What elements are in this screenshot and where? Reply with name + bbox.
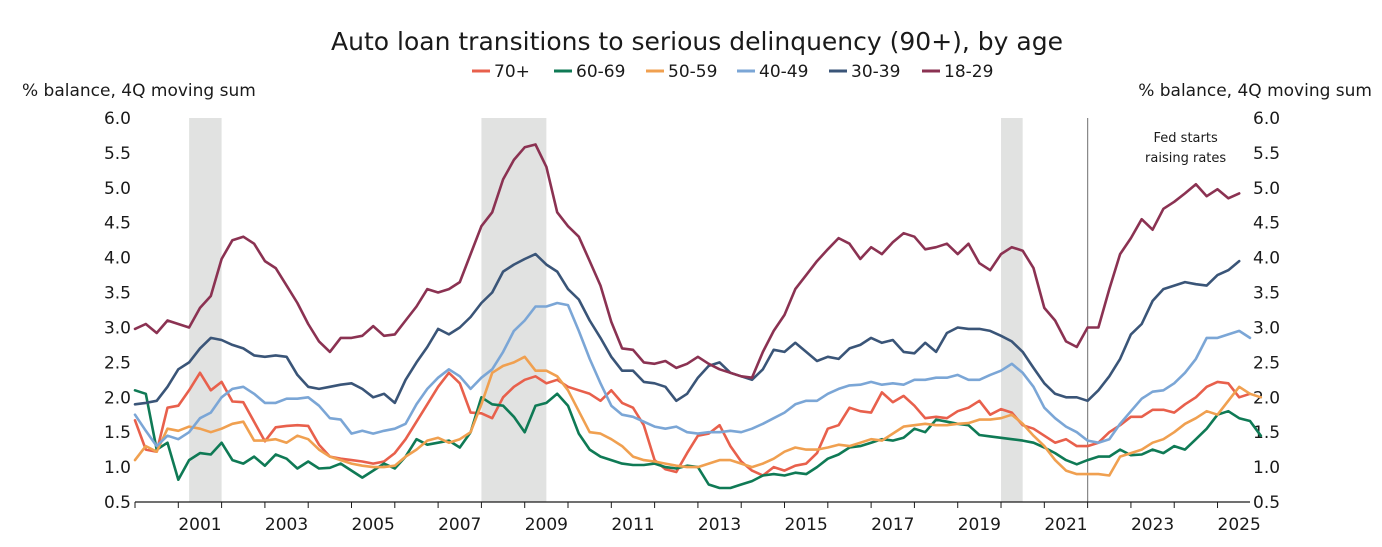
y-tick-right-5.5: 5.5 [1253, 144, 1280, 164]
x-tick-label-2021: 2021 [1044, 515, 1087, 535]
legend-label-30-39: 30-39 [851, 62, 900, 82]
x-tick-label-2023: 2023 [1131, 515, 1174, 535]
y-tick-left-4.0: 4.0 [104, 249, 131, 269]
y-tick-left-6.0: 6.0 [104, 109, 131, 129]
x-tick-label-2005: 2005 [352, 515, 395, 535]
fed-annotation: Fed starts raising rates [1145, 131, 1226, 166]
legend-label-40-49: 40-49 [759, 62, 808, 82]
y-tick-right-0.5: 0.5 [1253, 493, 1280, 513]
y-tick-left-3.0: 3.0 [104, 318, 131, 338]
chart-title: Auto loan transitions to serious delinqu… [331, 27, 1063, 56]
legend-label-70+: 70+ [494, 62, 530, 82]
y-tick-left-4.5: 4.5 [104, 214, 131, 234]
y-axis-label-left: % balance, 4Q moving sum [22, 81, 256, 101]
series-line-30-39 [133, 252, 1241, 406]
y-tick-left-2.0: 2.0 [104, 388, 131, 408]
x-tick-label-2025: 2025 [1218, 515, 1261, 535]
y-ticks-left: 0.5 1.0 1.5 2.0 2.5 3.0 3.5 4.0 4.5 5.0 5.5 6.0 [104, 109, 131, 513]
y-tick-right-1.5: 1.5 [1253, 423, 1280, 443]
x-tick-label-2013: 2013 [698, 515, 741, 535]
y-tick-right-2.0: 2.0 [1253, 388, 1280, 408]
y-tick-left-1.5: 1.5 [104, 423, 131, 443]
y-tick-right-6.0: 6.0 [1253, 109, 1280, 129]
x-tick-label-2019: 2019 [958, 515, 1001, 535]
y-tick-right-4.5: 4.5 [1253, 214, 1280, 234]
y-tick-right-4.0: 4.0 [1253, 249, 1280, 269]
recession-band-0 [189, 118, 222, 502]
series-line-18-29 [133, 143, 1241, 380]
y-tick-right-3.5: 3.5 [1253, 284, 1280, 304]
y-tick-right-2.5: 2.5 [1253, 353, 1280, 373]
series-line-40-49 [133, 301, 1252, 448]
y-tick-left-2.5: 2.5 [104, 353, 131, 373]
y-tick-left-5.5: 5.5 [104, 144, 131, 164]
y-tick-right-3.0: 3.0 [1253, 318, 1280, 338]
recession-band-2 [1001, 118, 1023, 502]
y-ticks-right: 0.5 1.0 1.5 2.0 2.5 3.0 3.5 4.0 4.5 5.0 5.5 6.0 [1253, 109, 1280, 513]
y-tick-right-5.0: 5.0 [1253, 179, 1280, 199]
recession-shading-group [189, 118, 1023, 502]
x-tick-label-2003: 2003 [265, 515, 308, 535]
y-axis-label-right: % balance, 4Q moving sum [1138, 81, 1372, 101]
series-line-50-59 [133, 355, 1263, 477]
y-tick-left-1.0: 1.0 [104, 458, 131, 478]
y-tick-right-1.0: 1.0 [1253, 458, 1280, 478]
annotation-line-0: Fed starts [1154, 131, 1218, 146]
y-tick-left-0.5: 0.5 [104, 493, 131, 513]
legend: 70+ 60-69 50-59 40-49 30-39 18-29 [472, 62, 993, 82]
legend-label-60-69: 60-69 [576, 62, 625, 82]
series-line-70+ [133, 371, 1252, 477]
x-tick-label-2007: 2007 [438, 515, 481, 535]
legend-label-50-59: 50-59 [668, 62, 717, 82]
y-tick-left-3.5: 3.5 [104, 284, 131, 304]
annotation-line-1: raising rates [1145, 151, 1226, 166]
x-tick-label-2001: 2001 [178, 515, 221, 535]
series-lines [133, 143, 1263, 490]
x-tick-label-2015: 2015 [785, 515, 828, 535]
y-tick-left-5.0: 5.0 [104, 179, 131, 199]
x-axis: 2001 2003 2005 2007 2009 2011 2013 2015 2017 2019… [134, 501, 1261, 535]
recession-band-1 [481, 118, 547, 502]
x-tick-label-2017: 2017 [871, 515, 914, 535]
x-tick-label-2009: 2009 [525, 515, 568, 535]
legend-label-18-29: 18-29 [944, 62, 993, 82]
x-tick-label-2011: 2011 [611, 515, 654, 535]
